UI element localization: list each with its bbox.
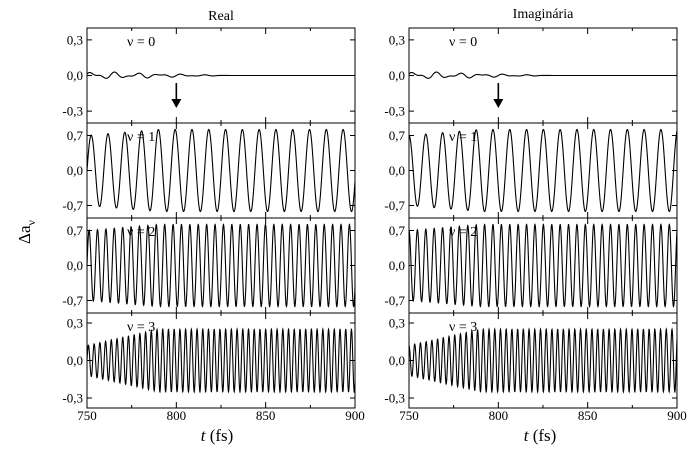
x-tick-label: 800 [489,408,509,423]
x-axis-variable: t [201,426,207,445]
y-tick-label: -0,3 [384,391,405,406]
y-tick-label: 0,0 [67,258,83,273]
x-tick-label: 800 [167,408,187,423]
x-axis: 750 800 850 900 [399,408,687,423]
y-tick-label: 0,3 [389,32,405,47]
y-tick-label: 0,0 [67,353,83,368]
x-tick-label: 850 [256,408,276,423]
panel-label: ν = 2 [127,225,155,240]
y-axis-label-subscript: ν [24,219,38,225]
y-tick-label: 0,3 [67,32,83,47]
series-line [408,71,677,79]
y-tick-label: 0,0 [389,163,405,178]
y-tick-label: 0,0 [389,258,405,273]
panel-label: ν = 3 [449,320,477,335]
panel-label: ν = 0 [449,35,477,50]
panel-label: ν = 3 [127,320,155,335]
panel-nu-3: -0,3 0,0 0,3 ν = 3 [384,312,678,409]
panel-nu-3: -0,3 0,0 0,3 ν = 3 [62,312,356,409]
y-tick-label: -0,7 [384,198,405,213]
annotation-arrow-head [171,99,182,108]
panel-nu-0: -0,3 0,0 0,3 ν = 0 [384,27,678,124]
y-tick-label: 0,0 [389,353,405,368]
chart-title: Real [208,9,234,24]
y-tick-label: 0,0 [67,163,83,178]
x-axis: 750 800 850 900 [77,408,365,423]
y-tick-label: 0,7 [67,223,84,238]
series-line [86,128,356,213]
x-axis-label-left: t (fs) [201,426,234,445]
x-tick-label: 750 [77,408,97,423]
x-axis-unit: (fs) [528,426,556,445]
panel-nu-1: -0,7 0,0 0,7 ν = 1 [384,122,678,219]
series-line [408,128,678,213]
x-tick-label: 850 [578,408,598,423]
panel-nu-2: -0,7 0,0 0,7 ν = 2 [62,217,356,314]
annotation-arrow-head [493,99,504,108]
panel-label: ν = 2 [449,225,477,240]
panel-nu-0: -0,3 0,0 0,3 ν = 0 [62,27,356,124]
y-tick-label: -0,7 [62,198,83,213]
panel-label: ν = 1 [449,130,477,145]
x-tick-label: 900 [345,408,365,423]
y-tick-label: 0,3 [389,316,405,331]
y-tick-label: 0,7 [389,128,406,143]
y-tick-label: 0,7 [389,223,406,238]
y-tick-label: -0,3 [62,391,83,406]
x-tick-label: 750 [399,408,419,423]
series-line [86,327,356,394]
x-axis-variable: t [524,426,530,445]
y-tick-label: 0,3 [67,316,83,331]
x-axis-label-right: t (fs) [524,426,557,445]
y-tick-label: -0,7 [384,293,405,308]
y-tick-label: -0,3 [62,104,83,119]
y-tick-label: -0,7 [62,293,83,308]
panel-label: ν = 1 [127,130,155,145]
series-line [408,223,678,308]
y-axis-label: Δaν [15,219,38,243]
y-tick-label: 0,7 [67,128,84,143]
chart-column-imaginary: Imaginária -0,3 0,0 0,3 ν = 0 -0,7 0,0 0,7 ν = 1… [384,7,686,423]
chart-title: Imaginária [513,7,574,22]
y-tick-label: -0,3 [384,104,405,119]
series-line [86,223,356,308]
panel-label: ν = 0 [127,35,155,50]
y-tick-label: 0,0 [389,68,405,83]
y-tick-label: 0,0 [67,68,83,83]
panel-nu-2: -0,7 0,0 0,7 ν = 2 [384,217,678,314]
series-line [86,71,355,79]
chart-column-real: Real -0,3 0,0 0,3 ν = 0 -0,7 0,0 0,7 ν = 1 -0,7 0,… [62,9,364,423]
x-axis-unit: (fs) [205,426,233,445]
series-line [408,327,678,394]
x-tick-label: 900 [667,408,687,423]
y-axis-label-symbol: Δa [15,225,34,244]
panel-nu-1: -0,7 0,0 0,7 ν = 1 [62,122,356,219]
